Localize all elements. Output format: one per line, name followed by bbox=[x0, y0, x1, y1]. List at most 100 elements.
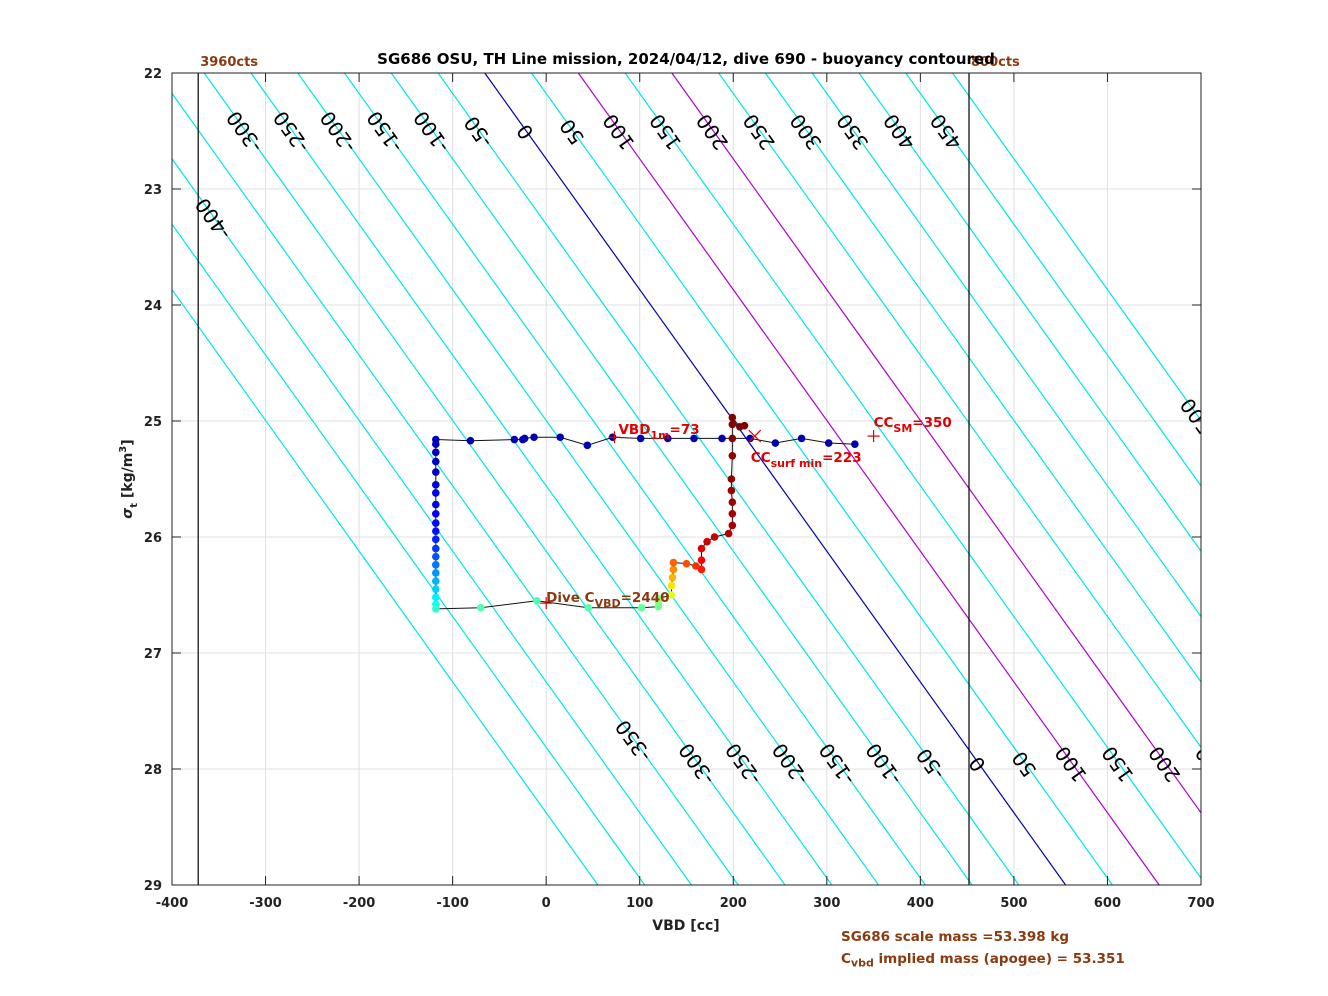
x-tick-label: 600 bbox=[1094, 896, 1121, 911]
data-point bbox=[431, 535, 440, 544]
contour-line bbox=[343, 73, 926, 885]
y-axis-label: σt [kg/m3] bbox=[118, 439, 140, 518]
contour-label: -300 bbox=[221, 106, 267, 157]
data-point bbox=[668, 573, 677, 582]
data-point bbox=[431, 552, 440, 561]
data-point bbox=[533, 597, 541, 605]
contour-label: 150 bbox=[1097, 742, 1139, 787]
x-tick-label: 200 bbox=[720, 896, 747, 911]
y-tick-label: 28 bbox=[144, 763, 162, 778]
data-point bbox=[431, 468, 440, 476]
contour-line bbox=[250, 73, 833, 885]
contour-labels: -500 -450 -400-300 -250 -200 -150 -100 -50 0 50 10… bbox=[72, 106, 1279, 790]
data-point bbox=[718, 434, 726, 443]
contour-line bbox=[624, 73, 1201, 880]
data-point bbox=[530, 433, 538, 442]
x-axis-label: VBD [cc] bbox=[652, 918, 719, 934]
vbd-limit-label: 800cts bbox=[971, 55, 1020, 70]
contour-line bbox=[952, 73, 1201, 422]
vbd-limit-label: 3960cts bbox=[200, 55, 258, 70]
marker-label: CCsurf min=223 bbox=[751, 450, 862, 470]
contour-label: 450 bbox=[925, 109, 967, 154]
contour-label: 500 bbox=[1175, 394, 1217, 439]
x-tick-label: -200 bbox=[343, 896, 376, 911]
markers: VBD1m=73 CCsurf min=223 CCSM=350 Dive CVBD=… bbox=[540, 415, 952, 610]
x-tick-label: -100 bbox=[436, 896, 469, 911]
data-point bbox=[728, 434, 737, 443]
data-point bbox=[667, 591, 676, 599]
x-tick-label: 0 bbox=[542, 896, 551, 911]
y-tick-label: 25 bbox=[144, 415, 162, 430]
contour-line bbox=[671, 73, 1201, 814]
contour-label: -250 bbox=[268, 106, 314, 157]
data-point bbox=[697, 544, 706, 553]
scale-mass-note: SG686 scale mass =53.398 kg bbox=[841, 929, 1069, 945]
data-point bbox=[431, 500, 440, 509]
chart-title: SG686 OSU, TH Line mission, 2024/04/12, … bbox=[377, 50, 995, 68]
implied-mass-text: implied mass (apogee) = 53.351 bbox=[873, 951, 1125, 967]
data-point bbox=[431, 448, 440, 457]
data-point bbox=[728, 413, 737, 422]
data-point bbox=[431, 527, 440, 535]
contour-label: -500 bbox=[72, 159, 118, 210]
contour-label: 300 bbox=[785, 109, 827, 154]
contour-line bbox=[858, 73, 1201, 553]
data-point bbox=[431, 481, 440, 489]
data-point bbox=[476, 603, 485, 612]
y-tick-label: 27 bbox=[144, 647, 162, 662]
contour-label: 400 bbox=[878, 109, 920, 154]
contour-label: 0 bbox=[512, 120, 539, 144]
data-point bbox=[431, 561, 440, 569]
data-point bbox=[797, 434, 806, 443]
contour-label: 300 bbox=[1237, 742, 1279, 787]
data-point bbox=[583, 441, 592, 450]
contour-line bbox=[172, 223, 646, 885]
data-point bbox=[710, 533, 719, 541]
data-point bbox=[431, 585, 440, 593]
data-point bbox=[431, 569, 440, 577]
contour-line bbox=[297, 73, 880, 885]
data-point bbox=[824, 439, 833, 447]
contour-label: 50 bbox=[555, 115, 589, 150]
data-point bbox=[510, 435, 519, 444]
contour-label: 250 bbox=[1190, 742, 1232, 787]
contour-line bbox=[718, 73, 1201, 749]
contour-label: 150 bbox=[644, 109, 686, 154]
implied-mass-note: Cvbd implied mass (apogee) = 53.351 bbox=[841, 951, 1125, 970]
data-point bbox=[724, 529, 733, 538]
data-point bbox=[727, 486, 736, 495]
data-point bbox=[636, 434, 645, 443]
contour-label: -50 bbox=[459, 112, 498, 153]
contour-line bbox=[203, 73, 786, 885]
contour-label: 200 bbox=[1143, 742, 1185, 787]
x-tick-label: 400 bbox=[907, 896, 934, 911]
data-point bbox=[740, 421, 749, 430]
data-point bbox=[727, 475, 736, 483]
y-tick-label: 29 bbox=[144, 879, 162, 894]
contour-label: -300 bbox=[674, 739, 720, 790]
data-point bbox=[431, 519, 440, 527]
x-tick-label: 700 bbox=[1187, 896, 1214, 911]
data-point bbox=[654, 594, 663, 603]
contour-label: -200 bbox=[767, 739, 813, 790]
data-point bbox=[728, 510, 737, 518]
data-point bbox=[851, 440, 859, 449]
data-point bbox=[663, 434, 672, 443]
contour-line bbox=[577, 73, 1160, 885]
y-tick-label: 24 bbox=[144, 299, 162, 314]
contour-label: -250 bbox=[720, 739, 766, 790]
contour-label: -150 bbox=[814, 739, 860, 790]
contour-line bbox=[811, 73, 1201, 618]
data-point bbox=[703, 537, 711, 546]
marker-label: VBD1m=73 bbox=[618, 422, 699, 442]
data-point bbox=[466, 436, 475, 445]
data-points bbox=[431, 413, 859, 613]
scale-mass-text: SG686 scale mass =53.398 kg bbox=[841, 929, 1070, 945]
data-point bbox=[431, 577, 440, 585]
data-point bbox=[690, 434, 698, 443]
data-point bbox=[431, 593, 440, 602]
data-point bbox=[431, 544, 440, 553]
data-point bbox=[728, 452, 737, 460]
contour-label: 100 bbox=[598, 109, 640, 154]
